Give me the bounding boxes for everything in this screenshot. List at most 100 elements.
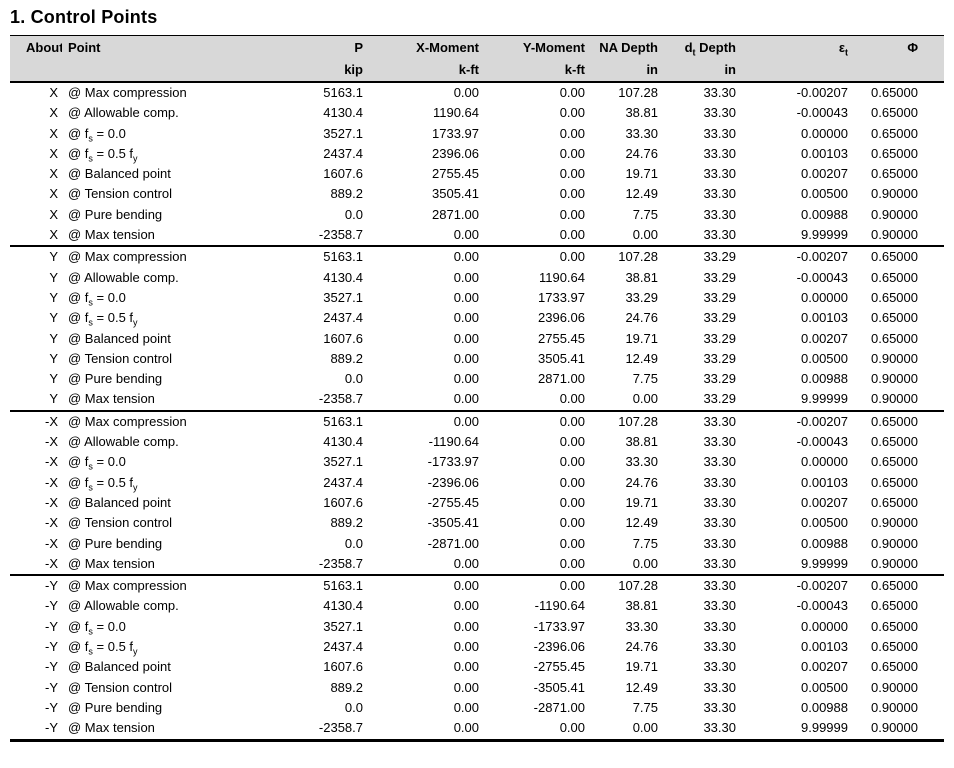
cell-phi: 0.65000 bbox=[871, 249, 918, 265]
cell-x_moment: -3505.41 bbox=[427, 515, 479, 531]
cell-epsilon_t: 0.00000 bbox=[801, 289, 848, 305]
cell-epsilon_t: 0.00103 bbox=[801, 145, 848, 161]
cell-about: Y bbox=[49, 289, 58, 305]
cell-y_moment: -3505.41 bbox=[533, 679, 585, 695]
cell-dt_depth: 33.30 bbox=[703, 454, 736, 470]
col-header-phi: Φ bbox=[852, 35, 944, 58]
cell-na_depth: 24.76 bbox=[625, 145, 658, 161]
cell-y_moment: 1190.64 bbox=[538, 269, 585, 285]
col-unit-y_moment: k-ft bbox=[483, 58, 589, 82]
cell-dt_depth: 33.30 bbox=[703, 434, 736, 450]
cell-y_moment: -2755.45 bbox=[533, 659, 585, 675]
cell-x_moment: 0.00 bbox=[453, 249, 479, 265]
cell-y_moment: 0.00 bbox=[559, 206, 585, 222]
cell-epsilon_t: 0.00207 bbox=[801, 659, 848, 675]
cell-about: Y bbox=[49, 310, 58, 326]
cell-dt_depth: 33.29 bbox=[703, 249, 736, 265]
cell-na_depth: 19.71 bbox=[625, 166, 658, 182]
cell-point: @ Allowable comp. bbox=[68, 105, 179, 121]
cell-phi: 0.65000 bbox=[871, 289, 918, 305]
cell-p: 0.0 bbox=[344, 535, 363, 551]
cell-na_depth: 7.75 bbox=[632, 535, 658, 551]
table-row: Y @ Tension control 889.2 0.00 3505.41 12.49 3… bbox=[10, 349, 944, 369]
cell-point: @ fs = 0.5 fy bbox=[68, 639, 138, 657]
cell-point: @ Pure bending bbox=[68, 535, 163, 551]
cell-x_moment: 0.00 bbox=[453, 391, 479, 407]
cell-y_moment: -1733.97 bbox=[533, 618, 585, 634]
table-row: -X @ fs = 0.0 3527.1 -1733.97 0.00 33.30 33.30… bbox=[10, 452, 944, 472]
cell-epsilon_t: 0.00000 bbox=[801, 618, 848, 634]
cell-y_moment: -2871.00 bbox=[533, 699, 585, 715]
cell-x_moment: -1733.97 bbox=[427, 454, 479, 470]
cell-x_moment: -1190.64 bbox=[428, 434, 479, 450]
cell-x_moment: 0.00 bbox=[453, 85, 479, 100]
cell-na_depth: 12.49 bbox=[625, 515, 658, 531]
table-row: Y @ Max tension -2358.7 0.00 0.00 0.00 33.29 9.… bbox=[10, 389, 944, 410]
cell-point: @ Balanced point bbox=[68, 330, 171, 346]
cell-na_depth: 38.81 bbox=[625, 105, 658, 121]
cell-about: -X bbox=[45, 535, 58, 551]
page-title: 1. Control Points bbox=[10, 7, 158, 27]
cell-p: 0.0 bbox=[344, 699, 363, 715]
cell-x_moment: 0.00 bbox=[453, 310, 479, 326]
cell-x_moment: 0.00 bbox=[453, 639, 479, 655]
col-unit-phi bbox=[852, 58, 944, 82]
cell-dt_depth: 33.29 bbox=[703, 371, 736, 387]
cell-y_moment: 0.00 bbox=[559, 105, 585, 121]
cell-point: @ Pure bending bbox=[68, 371, 163, 387]
cell-dt_depth: 33.30 bbox=[703, 679, 736, 695]
cell-about: Y bbox=[49, 269, 58, 285]
cell-dt_depth: 33.30 bbox=[703, 598, 736, 614]
cell-x_moment: 1190.64 bbox=[432, 105, 479, 121]
cell-phi: 0.65000 bbox=[871, 413, 918, 429]
cell-epsilon_t: 9.99999 bbox=[801, 720, 848, 736]
cell-about: -Y bbox=[45, 659, 58, 675]
table-row: Y @ Max compression 5163.1 0.00 0.00 107.28 33… bbox=[10, 246, 944, 267]
table-row: -X @ Max compression 5163.1 0.00 0.00 107.28 3… bbox=[10, 411, 944, 432]
cell-phi: 0.90000 bbox=[871, 679, 918, 695]
cell-epsilon_t: 0.00988 bbox=[801, 206, 848, 222]
table-row: -X @ Tension control 889.2 -3505.41 0.00 12.4… bbox=[10, 513, 944, 533]
cell-x_moment: 0.00 bbox=[453, 555, 479, 571]
cell-epsilon_t: 9.99999 bbox=[801, 555, 848, 571]
cell-epsilon_t: 0.00000 bbox=[801, 454, 848, 470]
col-header-about: About bbox=[10, 35, 62, 58]
table-row: X @ fs = 0.5 fy 2437.4 2396.06 0.00 24.76 33.3… bbox=[10, 144, 944, 164]
table-row: Y @ fs = 0.0 3527.1 0.00 1733.97 33.29 33.29 0.… bbox=[10, 288, 944, 308]
cell-na_depth: 12.49 bbox=[625, 350, 658, 366]
col-unit-dt_depth: in bbox=[662, 58, 740, 82]
cell-dt_depth: 33.29 bbox=[703, 310, 736, 326]
cell-phi: 0.90000 bbox=[871, 720, 918, 736]
cell-p: 5163.1 bbox=[323, 578, 363, 594]
cell-dt_depth: 33.30 bbox=[703, 720, 736, 736]
cell-epsilon_t: -0.00207 bbox=[796, 249, 848, 265]
cell-x_moment: 0.00 bbox=[453, 350, 479, 366]
cell-about: -Y bbox=[45, 618, 58, 634]
cell-phi: 0.90000 bbox=[871, 227, 918, 243]
cell-about: -Y bbox=[45, 720, 58, 736]
cell-y_moment: 0.00 bbox=[559, 249, 585, 265]
cell-dt_depth: 33.30 bbox=[703, 125, 736, 141]
cell-p: 2437.4 bbox=[323, 145, 363, 161]
table-row: -Y @ Pure bending 0.0 0.00 -2871.00 7.75 33.30… bbox=[10, 698, 944, 718]
cell-point: @ Balanced point bbox=[68, 166, 171, 182]
table-header: About Point P X-Moment Y-Moment NA Depth dt De… bbox=[10, 35, 944, 82]
cell-point: @ Balanced point bbox=[68, 659, 171, 675]
cell-na_depth: 38.81 bbox=[625, 598, 658, 614]
cell-phi: 0.65000 bbox=[871, 105, 918, 121]
cell-y_moment: 0.00 bbox=[559, 434, 585, 450]
table-row: -X @ Balanced point 1607.6 -2755.45 0.00 19.7… bbox=[10, 493, 944, 513]
cell-p: 1607.6 bbox=[323, 166, 363, 182]
cell-about: X bbox=[49, 186, 58, 202]
cell-phi: 0.90000 bbox=[871, 699, 918, 715]
cell-epsilon_t: 0.00988 bbox=[801, 535, 848, 551]
cell-na_depth: 19.71 bbox=[625, 659, 658, 675]
cell-point: @ fs = 0.0 bbox=[68, 454, 126, 472]
col-header-epsilon_t: εt bbox=[740, 35, 852, 58]
cell-y_moment: 0.00 bbox=[559, 535, 585, 551]
table-row: -X @ fs = 0.5 fy 2437.4 -2396.06 0.00 24.76 33… bbox=[10, 473, 944, 493]
cell-about: -Y bbox=[45, 598, 58, 614]
cell-p: 1607.6 bbox=[323, 494, 363, 510]
cell-about: X bbox=[49, 145, 58, 161]
cell-x_moment: 0.00 bbox=[453, 227, 479, 243]
